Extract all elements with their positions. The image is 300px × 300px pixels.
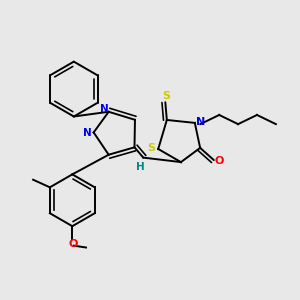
Text: O: O — [68, 239, 78, 249]
Text: N: N — [82, 128, 91, 138]
Text: O: O — [214, 156, 224, 166]
Text: H: H — [136, 162, 145, 172]
Text: N: N — [100, 104, 109, 114]
Text: N: N — [196, 117, 206, 127]
Text: S: S — [148, 143, 155, 153]
Text: S: S — [162, 91, 170, 101]
